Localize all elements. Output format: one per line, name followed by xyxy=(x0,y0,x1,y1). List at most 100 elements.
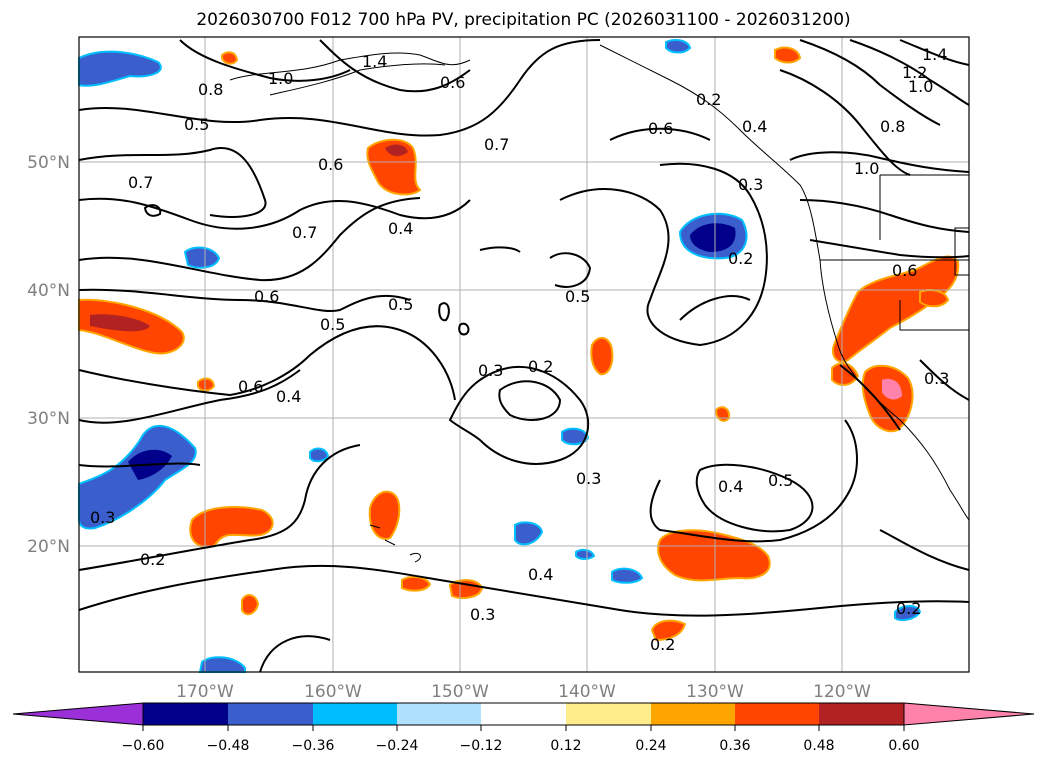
colorbar-frame xyxy=(142,702,905,726)
contour-label: 0.2 xyxy=(896,599,921,618)
lat-label-30n: 30°N xyxy=(27,409,70,429)
contour-label: 0.6 xyxy=(892,261,917,280)
contour-label: 0.4 xyxy=(388,219,413,238)
colorbar-tick-label: −0.36 xyxy=(292,738,335,754)
chart-title: 2026030700 F012 700 hPa PV, precipitatio… xyxy=(196,10,851,30)
precip-cool-area xyxy=(611,567,644,584)
precip-cool-area xyxy=(665,39,692,54)
colorbar-tick-label: 0.12 xyxy=(550,738,581,754)
precip-warm-area xyxy=(714,406,731,422)
contour-labels: 1.4 1.0 0.8 0.5 0.7 0.6 0.7 0.4 0.6 0.5 … xyxy=(90,45,949,654)
contour-label: 0.3 xyxy=(738,175,763,194)
contour-label: 0.6 xyxy=(648,119,673,138)
precip-warm-area xyxy=(657,529,771,582)
contour-label: 0.7 xyxy=(484,135,509,154)
contour-label: 0.4 xyxy=(742,117,767,136)
pv-contours xyxy=(78,39,970,673)
contour-label: 1.0 xyxy=(854,159,879,178)
colorbar-extend-low xyxy=(12,702,144,726)
colorbar-tick-label: −0.12 xyxy=(460,738,503,754)
colorbar-segment xyxy=(228,703,313,725)
colorbar-tick-label: 0.36 xyxy=(719,738,750,754)
precip-cool-core xyxy=(690,223,736,252)
colorbar-segment xyxy=(313,703,397,725)
contour-label: 0.7 xyxy=(128,173,153,192)
precip-warm-area xyxy=(197,377,216,392)
precip-warm-area xyxy=(189,506,274,548)
contour-label: 0.6 xyxy=(254,287,279,306)
colorbar-segment xyxy=(143,703,228,725)
precip-cool-area xyxy=(894,605,922,621)
contour-label: 0.5 xyxy=(320,315,345,334)
colorbar-ticks xyxy=(142,725,905,731)
precip-warm-area xyxy=(368,490,401,540)
lon-label-160w: 160°W xyxy=(304,682,362,702)
contour-label: 0.6 xyxy=(440,73,465,92)
precip-cool-area xyxy=(309,447,330,463)
contour-label: 0.6 xyxy=(238,377,263,396)
contour-label: 0.8 xyxy=(880,117,905,136)
precip-warm-area xyxy=(221,51,239,65)
contour-label: 0.4 xyxy=(528,565,553,584)
lat-label-50n: 50°N xyxy=(27,153,70,173)
precip-warm-core xyxy=(385,144,408,157)
contour-label: 0.2 xyxy=(528,357,553,376)
precip-warm-area xyxy=(774,46,802,64)
lat-label-40n: 40°N xyxy=(27,281,70,301)
colorbar-segment xyxy=(481,703,566,725)
precip-warm-core xyxy=(90,314,150,332)
precip-warm-area xyxy=(650,619,687,642)
colorbar-tick-label: −0.48 xyxy=(207,738,250,754)
colorbar-tick-label: 0.24 xyxy=(635,738,666,754)
precip-warm-area xyxy=(831,362,860,386)
contour-label: 0.4 xyxy=(276,387,301,406)
contour-label: 1.4 xyxy=(922,45,947,64)
contour-label: 0.6 xyxy=(318,155,343,174)
colorbar-tick-label: −0.60 xyxy=(122,738,165,754)
precip-warm-area xyxy=(241,594,260,616)
contour-label: 0.2 xyxy=(140,550,165,569)
colorbar-segment xyxy=(651,703,735,725)
precip-cool-area xyxy=(78,50,162,87)
contour-label: 1.0 xyxy=(908,77,933,96)
contour-label: 0.5 xyxy=(565,287,590,306)
contour-label: 0.3 xyxy=(478,361,503,380)
contour-label: 0.3 xyxy=(90,508,115,527)
colorbar-segment xyxy=(735,703,819,725)
precip-warm-area xyxy=(590,337,614,376)
colorbar-tick-label: 0.60 xyxy=(888,738,919,754)
colorbar-segment xyxy=(819,703,904,725)
map-frame xyxy=(78,36,970,673)
lon-label-150w: 150°W xyxy=(431,682,489,702)
contour-label: 0.2 xyxy=(696,90,721,109)
colorbar: −0.60 −0.48 −0.36 −0.24 −0.12 0.12 0.24 … xyxy=(12,702,1035,754)
lon-label-140w: 140°W xyxy=(558,682,616,702)
precip-cool-area xyxy=(198,656,246,673)
contour-label: 1.2 xyxy=(902,63,927,82)
coastlines xyxy=(229,44,970,563)
precip-warm-area xyxy=(401,575,432,592)
colorbar-segment xyxy=(397,703,481,725)
contour-label: 0.3 xyxy=(576,469,601,488)
contour-label: 0.5 xyxy=(768,471,793,490)
contour-label: 0.2 xyxy=(728,249,753,268)
precip-cool-area xyxy=(561,427,590,446)
colorbar-tick-label: −0.24 xyxy=(376,738,419,754)
contour-label: 0.3 xyxy=(924,369,949,388)
colorbar-extend-high xyxy=(903,702,1035,726)
contour-label: 1.0 xyxy=(268,69,293,88)
contour-label: 1.4 xyxy=(362,52,387,71)
lon-label-130w: 130°W xyxy=(686,682,744,702)
contour-label: 0.2 xyxy=(650,635,675,654)
latitude-labels: 50°N 40°N 30°N 20°N xyxy=(27,153,70,557)
precip-warm-area xyxy=(366,138,422,196)
precip-warm-area xyxy=(861,364,914,433)
precip-cool-area xyxy=(514,521,544,546)
lat-label-20n: 20°N xyxy=(27,537,70,557)
contour-label: 0.8 xyxy=(198,80,223,99)
precip-shading xyxy=(78,39,960,673)
precip-cool-area xyxy=(183,246,221,269)
contour-label: 0.5 xyxy=(184,115,209,134)
precip-cool-area xyxy=(575,548,596,560)
